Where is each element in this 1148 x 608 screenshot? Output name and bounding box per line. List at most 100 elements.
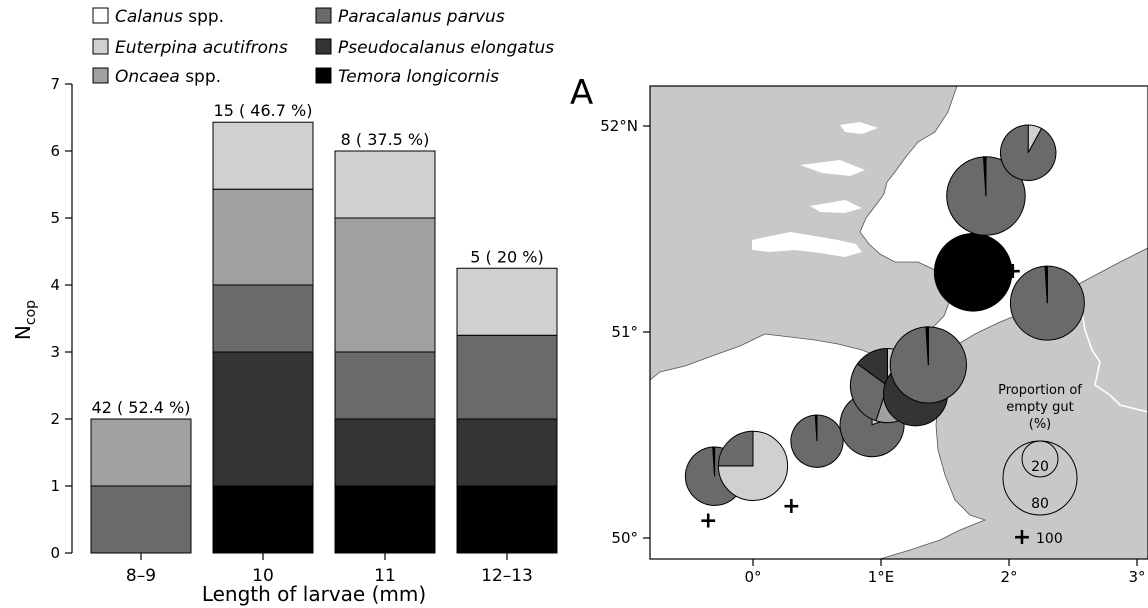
bar-segment-temora [212,485,314,554]
bar-segment-paracalanus [90,485,192,554]
empty-station-cross: + [699,508,717,533]
legend: Calanus spp. Euterpina acutifrons Oncaea… [92,7,554,87]
map-x-tick-label: 2° [1000,568,1017,586]
map-x-tick-label: 3° [1128,568,1145,586]
legend-item-paracalanus: Paracalanus parvus [315,7,505,27]
y-axis-ticks: 0 1 2 3 4 5 6 7 [50,75,72,562]
y-axis-label: Ncop [11,300,39,340]
legend-swatch-paracalanus [315,7,332,24]
y-tick-label: 4 [50,276,60,294]
y-tick-label: 1 [50,477,60,495]
bar-data-label: 15 ( 46.7 %) [214,101,313,120]
size-legend-cross: + [1013,525,1031,550]
y-tick-label: 2 [50,410,60,428]
pie-slice-paracalanus [849,363,888,422]
size-legend-title-1: Proportion of [998,383,1082,398]
empty-stations: + + + [699,259,1022,533]
legend-swatch-pseudocalanus [315,38,332,55]
pie-slice-temora [712,446,716,477]
legend-swatch-calanus [92,7,109,24]
y-tick-label: 6 [50,142,60,160]
bar-segment-oncaea [212,188,314,286]
size-legend: Proportion of empty gut (%) 20 80 + 100 [998,383,1082,550]
size-legend-title-2: empty gut [1006,400,1073,415]
legend-swatch-euterpina [92,38,109,55]
y-tick-label: 5 [50,209,60,227]
bar-segment-paracalanus [212,284,314,353]
legend-label-pseudocalanus: Pseudocalanus elongatus [338,38,554,58]
legend-label-euterpina: Euterpina acutifrons [115,38,288,58]
station-pie [889,326,968,404]
x-tick-label: 10 [252,566,274,586]
panel-label-a: A [570,73,593,113]
bar-segment-paracalanus [456,334,558,420]
station-pie [933,232,1013,312]
pie-slice-temora [982,156,987,197]
legend-swatch-temora [315,67,332,84]
pie-slice-temora [814,414,818,442]
bar-stacks: 42 ( 52.4 %) 15 ( 46.7 %) 8 ( 37.5 %) 5 ( 2… [90,101,558,554]
essex-inlet-3 [840,122,878,134]
bar-data-label: 42 ( 52.4 %) [92,398,191,417]
station-pies [684,124,1085,506]
legend-label-calanus: Calanus spp. [115,7,224,27]
bar-segment-euterpina [334,150,436,219]
x-tick-label: 12–13 [481,566,533,586]
bar-segment-euterpina [212,121,314,190]
map-y-tick-label: 51° [611,323,638,341]
x-tick-label: 8–9 [126,566,156,586]
essex-inlet-2 [810,200,862,213]
legend-label-paracalanus: Paracalanus parvus [338,7,505,27]
station-pie [790,414,844,468]
bar-segment-euterpina [456,267,558,336]
x-tick-label: 11 [374,566,396,586]
bar-segment-oncaea [90,418,192,487]
bar-chart-panel: 0 1 2 3 4 5 6 7 Ncop 42 ( 52.4 %) 15 ( 46.7 %) 8 … [11,75,558,606]
bar-segment-temora [456,485,558,554]
y-tick-label: 0 [50,544,60,562]
legend-swatch-oncaea [92,67,109,84]
map-frame [649,85,1148,560]
size-legend-label-100: 100 [1036,531,1063,547]
station-pie [717,430,789,501]
france-belgium-border [1079,299,1148,413]
legend-item-calanus: Calanus spp. [92,7,224,27]
essex-inlet-1 [800,160,865,176]
map-y-tick-label: 50° [611,529,638,547]
empty-station-cross: + [782,494,800,519]
thames-estuary [752,232,862,257]
bar-segment-pseudocalanus [334,418,436,487]
legend-item-temora: Temora longicornis [315,67,499,87]
y-tick-label: 7 [50,75,60,93]
map-x-tick-label: 0° [744,568,761,586]
pie-slice-paracalanus [717,430,754,467]
map-x-tick-label: 1°E [868,568,895,586]
bar-segment-oncaea [334,217,436,353]
legend-item-pseudocalanus: Pseudocalanus elongatus [315,38,554,58]
map-panel: + + + 0° 1°E 2° 3° 52°N 51° 50° Proportion of em… [600,85,1148,586]
x-axis-ticks: 8–9 10 11 12–13 [126,553,533,586]
x-axis-label: Length of larvae (mm) [202,582,426,606]
bar-segment-pseudocalanus [456,418,558,487]
size-legend-label-20: 20 [1031,459,1049,475]
bar-data-label: 5 ( 20 %) [470,247,543,266]
pie-slice-temora [1044,265,1048,304]
station-pie [1009,265,1085,341]
size-legend-title-3: (%) [1029,417,1052,432]
bar-segment-temora [334,485,436,554]
pie-slice-paracalanus [999,124,1057,182]
pie-slice-euterpina [717,430,789,501]
legend-label-temora: Temora longicornis [338,67,499,87]
map-axis-ticks: 0° 1°E 2° 3° 52°N 51° 50° [600,117,1145,586]
pie-slice-temora [933,232,1013,312]
pie-slice-pseudocalanus [856,348,888,387]
map-y-tick-label: 52°N [600,117,638,135]
bar-data-label: 8 ( 37.5 %) [341,130,430,149]
size-legend-circle-20 [1021,440,1059,478]
legend-item-oncaea: Oncaea spp. [92,67,221,87]
y-tick-label: 3 [50,343,60,361]
legend-label-oncaea: Oncaea spp. [115,67,221,87]
station-pie [999,124,1057,182]
bar-segment-paracalanus [334,351,436,420]
